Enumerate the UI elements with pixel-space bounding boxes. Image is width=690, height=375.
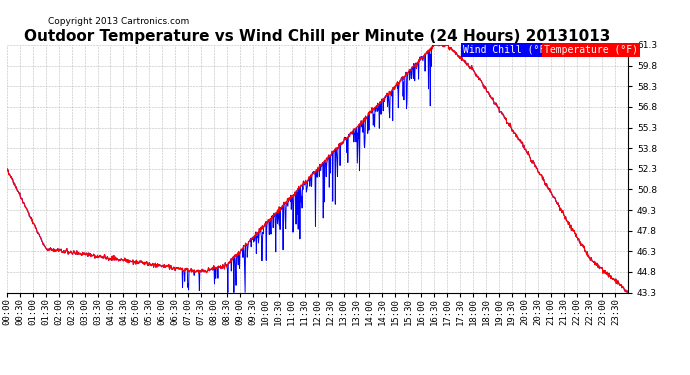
Text: Copyright 2013 Cartronics.com: Copyright 2013 Cartronics.com xyxy=(48,17,190,26)
Text: Wind Chill (°F): Wind Chill (°F) xyxy=(464,45,551,55)
Title: Outdoor Temperature vs Wind Chill per Minute (24 Hours) 20131013: Outdoor Temperature vs Wind Chill per Mi… xyxy=(24,29,611,44)
Text: Temperature (°F): Temperature (°F) xyxy=(544,45,638,55)
